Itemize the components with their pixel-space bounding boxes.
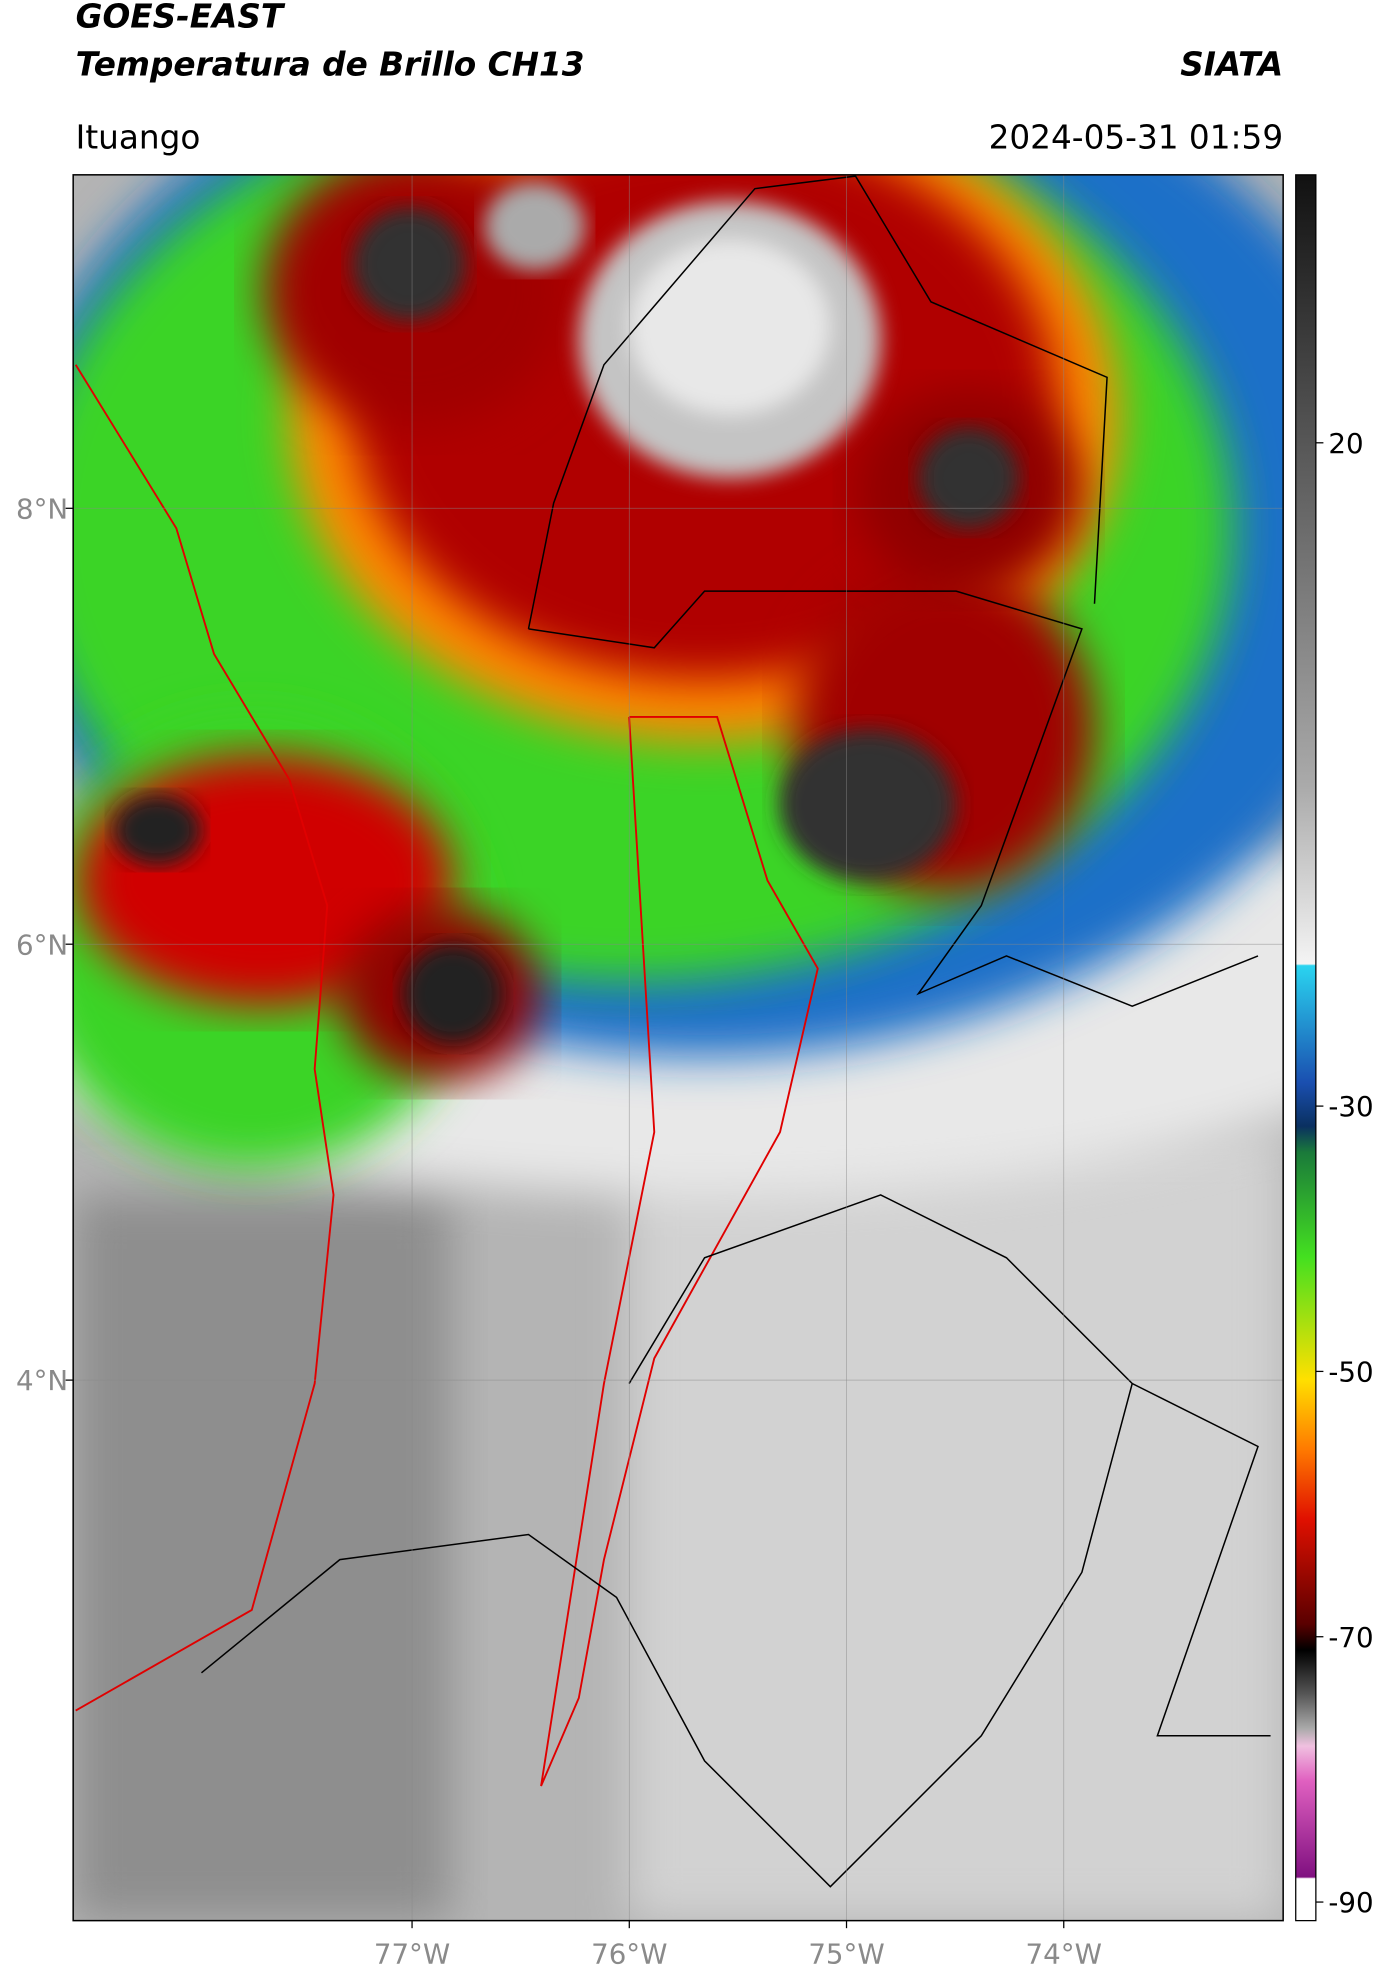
colorbar-tick-label: -50: [1328, 1355, 1373, 1388]
datetime: 2024-05-31 01:59: [989, 118, 1284, 156]
graticule: [73, 174, 1284, 1921]
colorbar: [1295, 174, 1317, 1922]
y-tick-label: 8°N: [16, 492, 68, 525]
location: Ituango: [76, 118, 201, 156]
map-frame: [72, 174, 1284, 1922]
x-tick-label: 77°W: [374, 1937, 450, 1970]
colorbar-tick-label: -30: [1328, 1090, 1373, 1123]
satellite: GOES-EAST: [76, 0, 286, 36]
product: Temperatura de Brillo CH13: [76, 45, 585, 83]
satellite-image: [73, 174, 1284, 1921]
x-tick-label: 76°W: [591, 1937, 667, 1970]
colorbar-tick-label: -70: [1328, 1621, 1373, 1654]
agency: SIATA: [1180, 45, 1283, 83]
x-tick-label: 74°W: [1026, 1937, 1102, 1970]
colorbar-tick-label: -90: [1328, 1886, 1373, 1919]
y-tick-label: 4°N: [16, 1364, 68, 1397]
colorbar-tick-label: 20: [1328, 427, 1363, 460]
x-tick-label: 75°W: [808, 1937, 884, 1970]
y-tick-label: 6°N: [16, 928, 68, 961]
